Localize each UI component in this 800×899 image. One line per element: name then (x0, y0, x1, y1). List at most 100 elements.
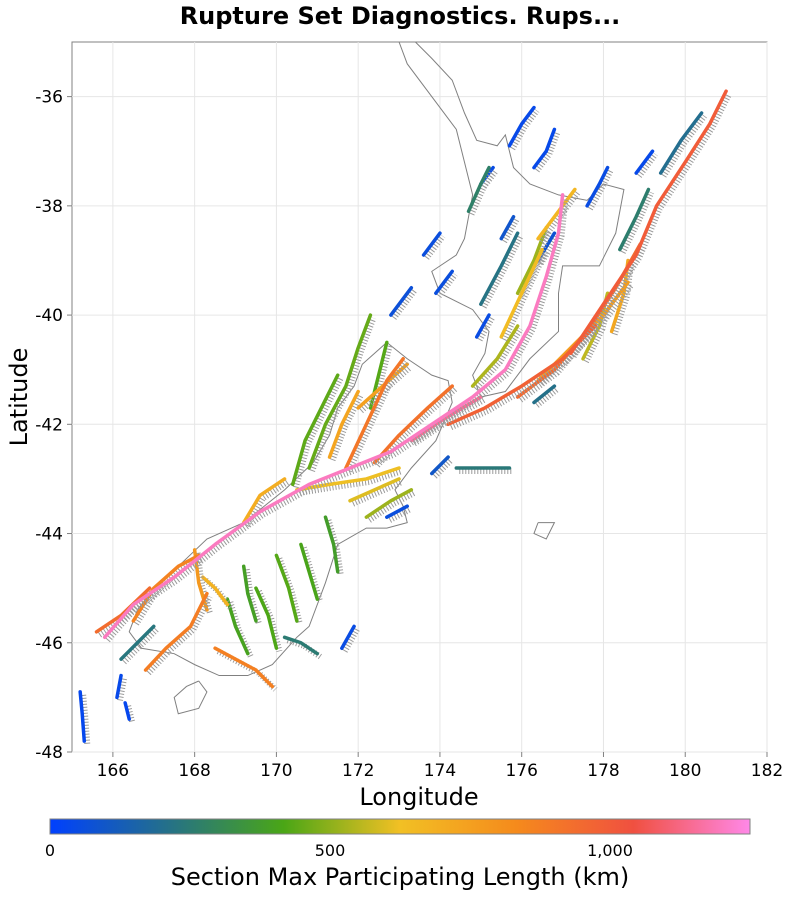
fault-trace-shadow (359, 364, 413, 414)
x-tick-label: 174 (424, 761, 456, 781)
y-tick-label: -44 (35, 525, 63, 545)
fault-section (201, 575, 230, 607)
fault-trace-shadow (325, 519, 344, 576)
y-axis-ticks: -36 -38 -40 -42 -44 -46 -48 (35, 88, 72, 763)
x-tick-label: 172 (342, 761, 374, 781)
fault-section (299, 542, 320, 601)
x-tick-label: 166 (97, 761, 129, 781)
fault-section (434, 269, 454, 295)
fault-section (372, 384, 454, 465)
fault-trace-shadow (477, 316, 495, 342)
fault-section (344, 357, 405, 470)
fault-trace-shadow (571, 92, 732, 358)
fault-section (634, 149, 655, 175)
colorbar-tick-label: 1,000 (587, 841, 633, 860)
fault-section (499, 215, 516, 241)
fault-section (385, 504, 409, 519)
fault-section (479, 231, 520, 306)
x-tick-label: 178 (587, 761, 619, 781)
fault-trace-shadow (105, 197, 569, 643)
fault-section (295, 466, 401, 492)
fault-trace-shadow (80, 694, 91, 745)
y-tick-label: -42 (35, 415, 63, 435)
colorbar-tick-label: 0 (45, 841, 55, 860)
fault-trace-shadow (370, 344, 393, 412)
colorbar (49, 818, 751, 835)
fault-section (123, 701, 131, 721)
fault-section (102, 193, 565, 640)
fault-section (618, 187, 651, 252)
fault-trace-shadow (535, 386, 560, 408)
fault-section (499, 247, 544, 339)
x-tick-label: 168 (178, 761, 210, 781)
colorbar-title: Section Max Participating Length (km) (171, 863, 629, 891)
fault-section (348, 477, 401, 503)
fault-section (323, 515, 340, 574)
fault-section (474, 313, 491, 339)
fault-trace-shadow (309, 317, 377, 473)
fault-section (78, 690, 87, 743)
fault-section (466, 165, 491, 214)
fault-section (282, 635, 320, 656)
fault-section (274, 553, 299, 623)
coastline-segment (533, 522, 556, 540)
fault-section (115, 673, 123, 700)
x-axis-title: Longitude (359, 783, 478, 811)
y-tick-label: -38 (35, 197, 63, 217)
fault-section (340, 624, 356, 650)
fault-section (532, 127, 557, 170)
fault-trace-shadow (534, 131, 561, 173)
fault-section (421, 231, 442, 257)
fault-section (585, 165, 610, 208)
fault-section (241, 564, 258, 623)
fault-trace-shadow (501, 218, 520, 244)
fault-section (307, 313, 373, 470)
fault-trace-shadow (97, 588, 155, 638)
fault-trace-shadow (473, 327, 524, 392)
fault-section (119, 624, 156, 661)
fault-trace-shadow (342, 627, 360, 653)
fault-section (409, 395, 483, 443)
fault-section (507, 105, 536, 148)
x-tick-label: 182 (751, 761, 783, 781)
fault-trace-shadow (367, 490, 416, 523)
fault-section (241, 477, 287, 525)
fault-section (225, 597, 250, 656)
fault-section (291, 373, 340, 487)
gridlines (72, 42, 768, 753)
fault-trace-shadow (583, 295, 614, 364)
y-axis-title: Latitude (5, 348, 33, 447)
fault-trace-shadow (538, 234, 560, 266)
coastline-segment (398, 42, 625, 398)
fault-section (143, 591, 209, 672)
x-tick-label: 170 (260, 761, 292, 781)
fault-trace-shadow (388, 506, 412, 523)
fault-trace-shadow (301, 546, 324, 603)
fault-trace-shadow (661, 114, 707, 178)
y-tick-label: -46 (35, 634, 63, 654)
fault-section (364, 488, 414, 519)
fault-sections (78, 89, 732, 745)
fault-section (389, 286, 414, 317)
fault-trace-shadow (432, 457, 454, 479)
fault-trace-shadow (194, 552, 213, 614)
fault-section (94, 586, 152, 634)
y-tick-label: -40 (35, 306, 63, 326)
fault-section (658, 111, 704, 175)
fault-section (430, 455, 450, 476)
fault-trace-shadow (538, 190, 581, 244)
fault-trace-shadow (276, 557, 303, 625)
fault-trace-shadow (244, 479, 290, 528)
fault-section (254, 586, 279, 650)
fault-trace-shadow (501, 251, 548, 342)
fault-trace-shadow (146, 595, 213, 676)
fault-trace-shadow (117, 677, 128, 701)
x-tick-label: 180 (669, 761, 701, 781)
x-tick-label: 176 (505, 761, 537, 781)
colorbar-ticks: 0 500 1,000 (45, 841, 633, 860)
fault-trace-shadow (346, 359, 409, 473)
fault-trace-shadow (468, 169, 495, 216)
x-axis-ticks: 166 168 170 172 174 176 178 180 182 (97, 752, 783, 781)
fault-section (213, 646, 275, 689)
